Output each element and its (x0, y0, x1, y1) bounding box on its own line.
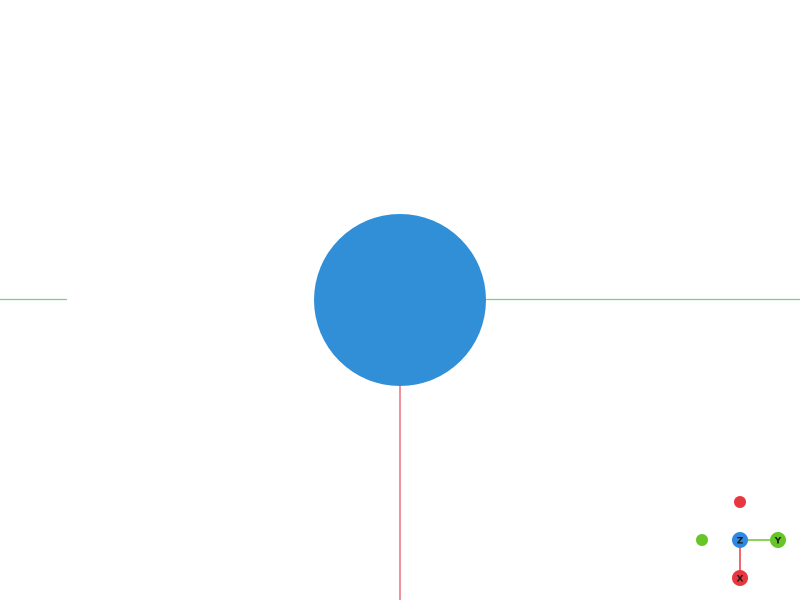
gizmo-negative-y-handle[interactable] (696, 534, 708, 546)
gizmo-x-label: X (737, 575, 744, 585)
gizmo-y-label: Y (774, 537, 782, 547)
sphere-object[interactable] (314, 214, 486, 386)
gizmo-y-handle[interactable] (770, 532, 786, 548)
axis-gizmo[interactable]: Z Y X (696, 496, 786, 586)
gizmo-negative-x-handle[interactable] (734, 496, 746, 508)
gizmo-z-label: Z (737, 537, 744, 547)
gizmo-z-handle[interactable] (732, 532, 748, 548)
gizmo-x-handle[interactable] (732, 570, 748, 586)
